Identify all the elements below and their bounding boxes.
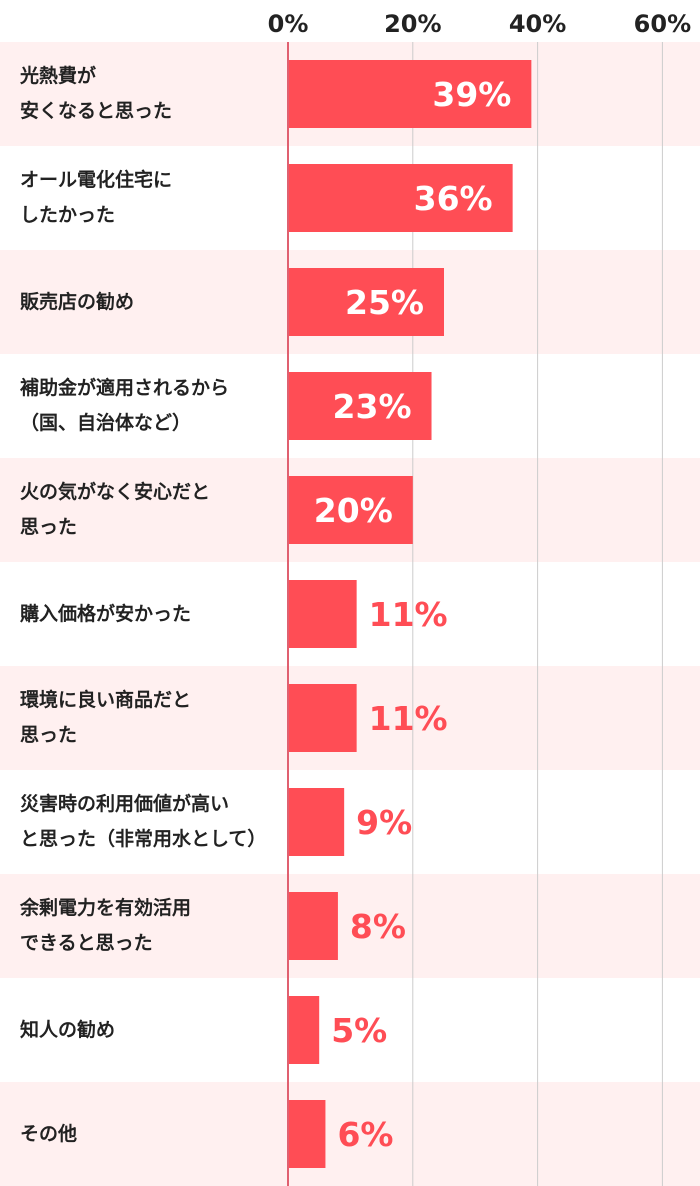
row-background [0,1082,700,1186]
bar-value-label: 36% [414,179,493,218]
bar-value-label: 5% [331,1011,387,1050]
category-label: その他 [20,1122,78,1145]
bar [288,996,320,1064]
category-label: 火の気がなく安心だと 思った [20,481,211,538]
x-tick-label: 60% [634,10,691,38]
bar-value-label: 39% [432,75,511,114]
x-tick-label: 40% [509,10,566,38]
bar [288,268,444,336]
x-tick-label: 20% [384,10,441,38]
category-label: 光熱費が 安くなると思った [20,65,173,122]
row-background [0,770,700,874]
category-label: 災害時の利用価値が高い と思った（非常用水として） [20,793,267,850]
bar-value-label: 25% [345,283,424,322]
bar [288,892,338,960]
bar [288,684,357,752]
bar [288,476,413,544]
bar-value-label: 8% [350,907,406,946]
category-label: 販売店の勧め [20,290,135,313]
bar [288,580,357,648]
category-label: 購入価格が安かった [20,602,192,625]
category-label: オール電化住宅に したかった [20,169,173,226]
bar [288,164,513,232]
bar [288,1100,326,1168]
bar [288,372,432,440]
bar-value-label: 23% [333,387,412,426]
bar-value-label: 6% [337,1115,393,1154]
row-background [0,874,700,978]
bar [288,788,345,856]
row-background [0,978,700,1082]
bar-value-label: 11% [369,595,448,634]
category-label: 補助金が適用されるから （国、自治体など） [20,377,230,434]
bar-value-label: 9% [356,803,412,842]
bar-value-label: 11% [369,699,448,738]
category-label: 知人の勧め [20,1018,116,1041]
category-label: 環境に良い商品だと 思った [20,689,192,746]
bar-value-label: 20% [314,491,393,530]
bar [288,60,532,128]
x-tick-label: 0% [268,10,309,38]
category-label: 余剰電力を有効活用 できると思った [20,897,192,954]
